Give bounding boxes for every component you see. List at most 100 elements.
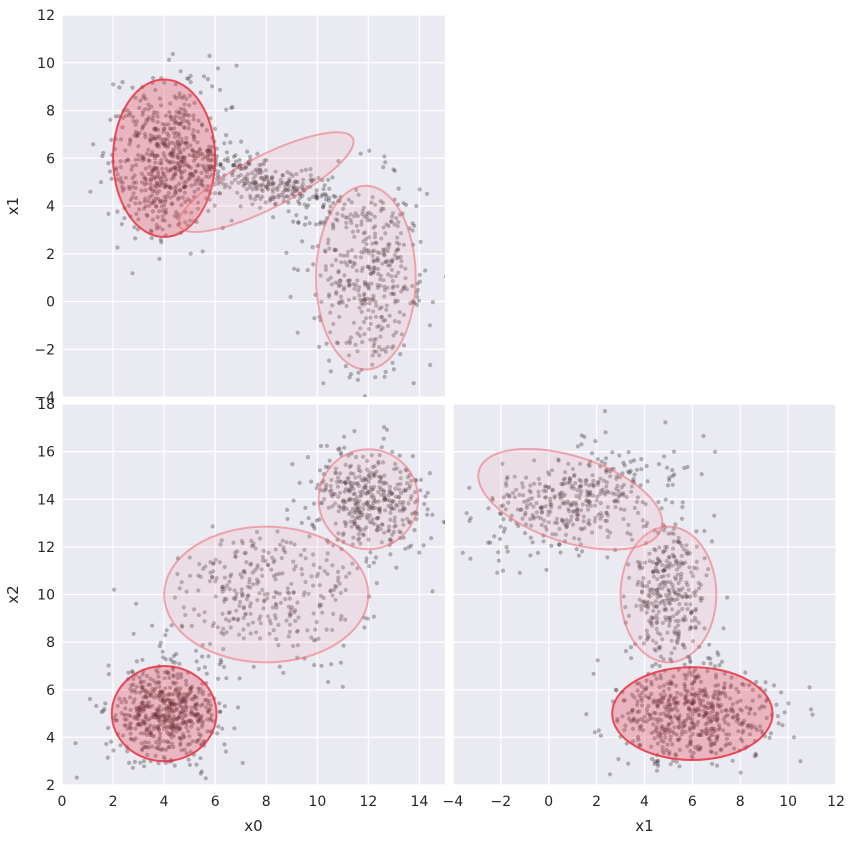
y-tick-label: 10 — [37, 56, 55, 72]
scatter-point — [163, 182, 168, 187]
scatter-point — [248, 562, 253, 567]
scatter-point — [667, 478, 672, 483]
scatter-point — [154, 707, 159, 712]
scatter-point — [394, 330, 399, 335]
scatter-point — [150, 118, 156, 123]
scatter-point — [370, 297, 375, 303]
scatter-point — [317, 517, 322, 522]
scatter-point — [584, 478, 589, 483]
scatter-point — [660, 563, 665, 568]
scatter-point — [637, 681, 642, 687]
scatter-point — [741, 721, 746, 726]
scatter-point — [699, 472, 704, 477]
scatter-point — [598, 491, 603, 496]
scatter-point — [682, 687, 688, 692]
scatter-point — [671, 696, 677, 701]
scatter-point — [200, 156, 205, 161]
scatter-point — [689, 610, 694, 615]
scatter-point — [628, 532, 633, 537]
scatter-point — [265, 187, 271, 192]
scatter-point — [568, 518, 573, 523]
x-tick-label: 0 — [544, 794, 553, 810]
scatter-point — [265, 591, 270, 597]
scatter-point — [680, 617, 686, 622]
scatter-point — [718, 692, 723, 697]
scatter-point — [174, 706, 179, 711]
scatter-point — [143, 166, 148, 171]
scatter-point — [662, 602, 667, 607]
scatter-point — [641, 728, 646, 733]
scatter-point — [693, 693, 698, 698]
scatter-point — [667, 752, 672, 757]
scatter-point — [170, 673, 176, 678]
scatter-point — [134, 119, 139, 124]
scatter-point — [150, 733, 155, 738]
scatter-point — [401, 286, 406, 292]
scatter-point — [587, 500, 592, 505]
scatter-point — [729, 706, 734, 711]
scatter-point — [262, 599, 267, 604]
scatter-point — [381, 488, 386, 493]
scatter-point — [156, 728, 162, 733]
scatter-point — [393, 274, 398, 279]
scatter-point — [664, 607, 669, 613]
scatter-point — [563, 532, 569, 537]
scatter-point — [651, 569, 656, 575]
scatter-point — [659, 726, 664, 731]
scatter-point — [375, 250, 380, 255]
scatter-point — [668, 679, 673, 684]
scatter-point — [171, 116, 177, 121]
scatter-point — [230, 163, 235, 168]
scatter-point — [401, 522, 406, 527]
scatter-point — [654, 676, 659, 681]
scatter-point — [329, 282, 334, 287]
y-tick-label: −2 — [34, 342, 55, 358]
scatter-point — [264, 175, 270, 180]
scatter-point — [649, 730, 654, 736]
scatter-point — [676, 592, 682, 597]
scatter-point — [401, 488, 406, 493]
scatter-point — [614, 474, 620, 479]
x-tick-label: −4 — [443, 794, 464, 810]
scatter-point — [177, 188, 183, 193]
scatter-point — [125, 749, 130, 754]
scatter-point — [666, 722, 671, 727]
scatter-point — [569, 514, 574, 519]
scatter-point — [161, 151, 166, 156]
scatter-point — [151, 127, 157, 132]
scatter-point — [260, 573, 265, 579]
scatter-point — [357, 536, 362, 541]
scatter-point — [155, 708, 160, 713]
scatter-point — [658, 692, 664, 697]
scatter-point — [220, 586, 225, 591]
scatter-point — [144, 704, 149, 709]
scatter-point — [689, 570, 694, 575]
scatter-point — [741, 682, 746, 688]
scatter-point — [644, 603, 649, 609]
scatter-point — [198, 686, 203, 692]
scatter-point — [157, 693, 162, 698]
scatter-point — [391, 529, 397, 535]
scatter-point — [168, 185, 173, 191]
scatter-point — [367, 490, 372, 495]
scatter-point — [256, 183, 261, 188]
scatter-point — [149, 693, 154, 699]
scatter-point — [293, 189, 298, 194]
scatter-point — [155, 120, 160, 125]
scatter-point — [389, 267, 394, 272]
scatter-point — [688, 739, 694, 744]
scatter-point — [351, 492, 356, 497]
scatter-point — [372, 505, 378, 510]
scatter-point — [676, 592, 681, 597]
scatter-point — [369, 200, 374, 205]
scatter-point — [211, 621, 216, 626]
scatter-point — [381, 252, 386, 257]
scatter-point — [146, 717, 151, 722]
scatter-point — [130, 114, 136, 119]
scatter-point — [337, 446, 342, 451]
scatter-point — [577, 495, 582, 501]
scatter-point — [207, 164, 212, 169]
scatter-point — [648, 713, 653, 718]
scatter-point — [207, 53, 212, 59]
